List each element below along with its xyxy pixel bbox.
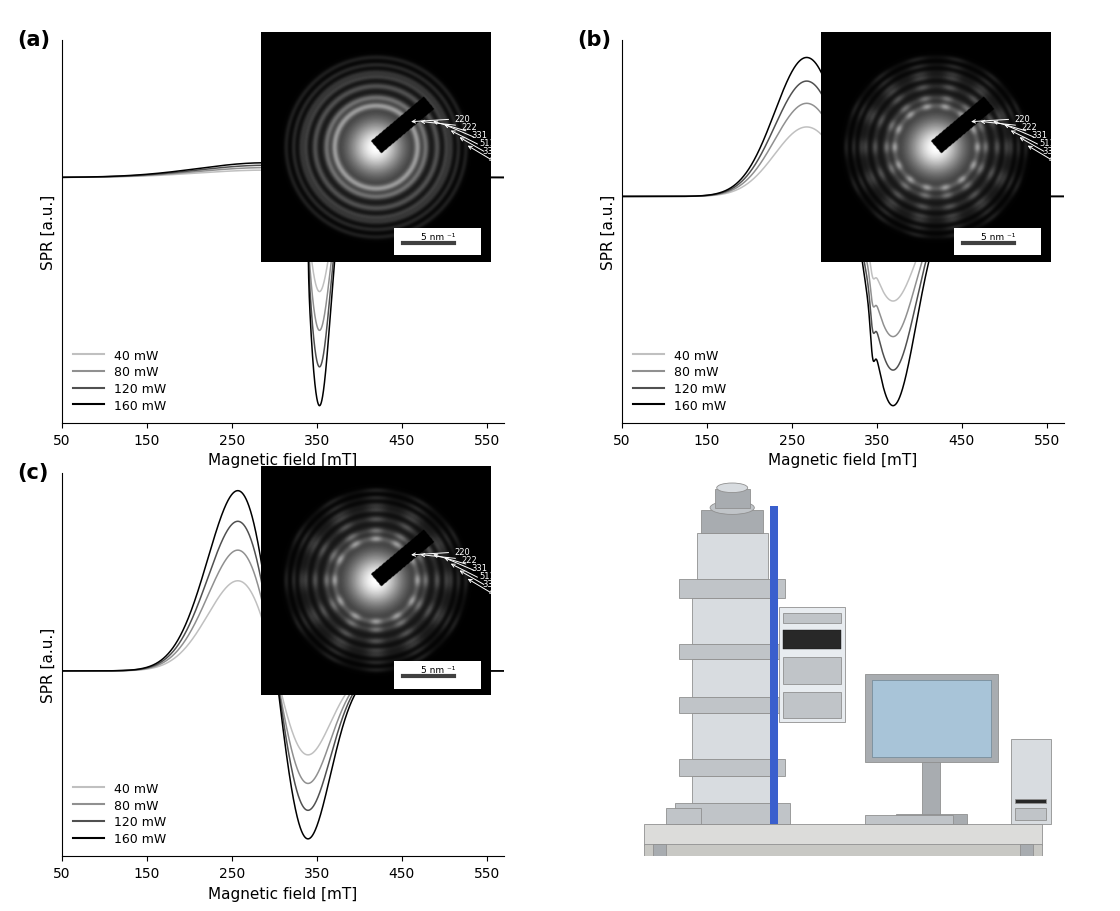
Bar — [954, 229, 1042, 256]
Bar — [701, 510, 763, 533]
Text: (b): (b) — [578, 29, 612, 49]
Text: 511: 511 — [445, 126, 495, 148]
Bar — [679, 644, 785, 660]
Bar — [1016, 799, 1046, 803]
Text: 442: 442 — [460, 571, 505, 597]
Bar — [692, 712, 772, 759]
Text: 222: 222 — [981, 121, 1037, 132]
Text: 331: 331 — [435, 555, 487, 573]
Text: 442: 442 — [1020, 138, 1065, 164]
Text: 5 nm ⁻¹: 5 nm ⁻¹ — [421, 232, 455, 241]
Text: 331: 331 — [435, 122, 487, 140]
Bar — [783, 630, 841, 650]
Bar — [865, 815, 953, 824]
Bar — [692, 660, 772, 698]
Text: 331: 331 — [995, 122, 1047, 140]
Bar — [674, 803, 790, 824]
Text: 442: 442 — [460, 138, 505, 164]
Text: 5 nm ⁻¹: 5 nm ⁻¹ — [981, 232, 1015, 241]
Bar — [679, 579, 785, 599]
Text: 333: 333 — [451, 132, 498, 156]
Text: (c): (c) — [17, 462, 49, 482]
Bar — [697, 533, 767, 579]
Bar — [923, 763, 940, 824]
Y-axis label: SPR [a.u.]: SPR [a.u.] — [601, 195, 616, 270]
X-axis label: Magnetic field [mT]: Magnetic field [mT] — [768, 453, 917, 468]
Bar — [1019, 844, 1033, 856]
Bar — [692, 598, 772, 644]
Bar — [665, 809, 701, 824]
Bar — [679, 698, 785, 712]
Text: 620: 620 — [1028, 147, 1071, 172]
Text: 222: 222 — [421, 554, 477, 565]
X-axis label: Magnetic field [mT]: Magnetic field [mT] — [208, 885, 357, 901]
Bar — [644, 844, 1042, 856]
Bar — [896, 814, 967, 824]
Bar — [1011, 740, 1051, 824]
Text: 620: 620 — [468, 147, 511, 172]
Text: 222: 222 — [421, 121, 477, 132]
X-axis label: Magnetic field [mT]: Magnetic field [mT] — [208, 453, 357, 468]
Text: 511: 511 — [445, 558, 495, 580]
Text: 5 nm ⁻¹: 5 nm ⁻¹ — [421, 665, 455, 674]
Bar — [1016, 809, 1046, 820]
Bar — [783, 613, 841, 623]
Bar — [644, 824, 1042, 844]
Bar — [394, 661, 482, 689]
Bar — [769, 507, 777, 824]
Ellipse shape — [717, 484, 748, 493]
Legend: 40 mW, 80 mW, 120 mW, 160 mW: 40 mW, 80 mW, 120 mW, 160 mW — [628, 344, 731, 417]
Text: 220: 220 — [972, 115, 1030, 124]
Text: (a): (a) — [17, 29, 50, 49]
Bar — [783, 658, 841, 684]
Y-axis label: SPR [a.u.]: SPR [a.u.] — [41, 628, 56, 702]
Text: 620: 620 — [468, 579, 511, 605]
Ellipse shape — [710, 501, 755, 515]
Bar — [653, 844, 665, 856]
Bar — [778, 608, 844, 722]
Bar — [783, 691, 841, 719]
Text: 333: 333 — [1011, 132, 1058, 156]
Bar — [871, 681, 991, 757]
Text: 220: 220 — [412, 115, 470, 124]
Bar — [394, 229, 482, 256]
Bar — [692, 776, 772, 803]
Bar — [865, 674, 998, 763]
Y-axis label: SPR [a.u.]: SPR [a.u.] — [41, 195, 56, 270]
Text: 333: 333 — [451, 565, 498, 589]
Text: 220: 220 — [412, 548, 470, 557]
Bar — [679, 759, 785, 776]
Legend: 40 mW, 80 mW, 120 mW, 160 mW: 40 mW, 80 mW, 120 mW, 160 mW — [68, 777, 171, 850]
Text: 511: 511 — [1005, 126, 1055, 148]
Bar — [715, 489, 750, 508]
Legend: 40 mW, 80 mW, 120 mW, 160 mW: 40 mW, 80 mW, 120 mW, 160 mW — [68, 344, 171, 417]
